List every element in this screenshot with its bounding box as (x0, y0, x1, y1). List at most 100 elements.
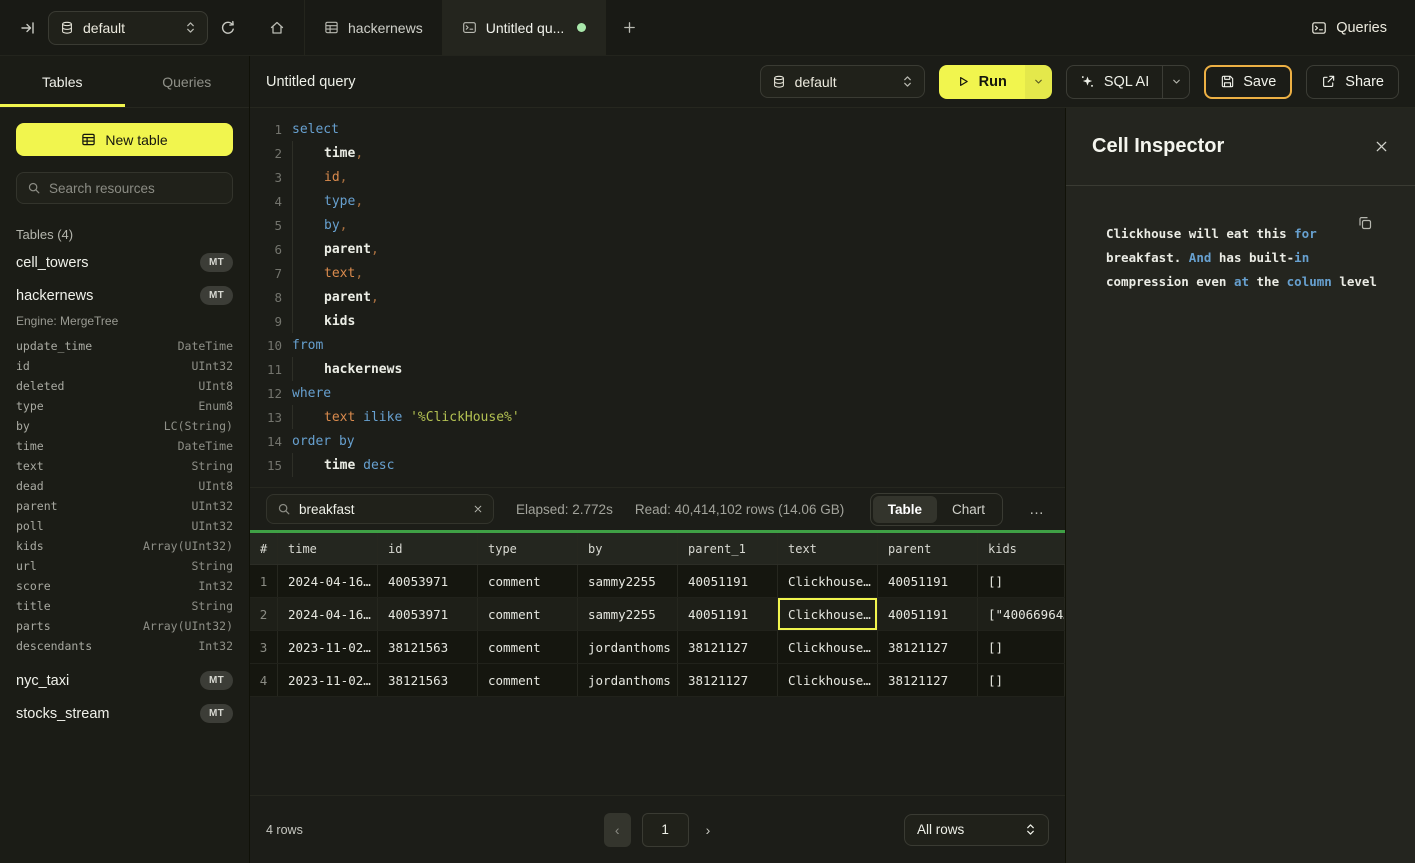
sql-editor[interactable]: 1 select 2 time, 3 id, 4 type, 5 by, 6 parent, 7 text… (250, 108, 1065, 487)
column-row: time DateTime (16, 436, 233, 456)
column-type: String (191, 599, 233, 613)
save-icon (1220, 74, 1235, 89)
column-header-by[interactable]: by (578, 533, 678, 564)
view-tab-table[interactable]: Table (872, 495, 937, 523)
table-cell[interactable]: comment (478, 631, 578, 663)
table-cell[interactable]: 1 (250, 565, 278, 597)
table-cell[interactable]: 2024-04-16… (278, 598, 378, 630)
cell-content-token: at (1233, 274, 1249, 289)
column-header-id[interactable]: id (378, 533, 478, 564)
column-header-text[interactable]: text (778, 533, 878, 564)
column-header-#[interactable]: # (250, 533, 278, 564)
sidebar-tab-tables[interactable]: Tables (42, 73, 83, 90)
code-token: , (370, 289, 379, 305)
table-cell[interactable]: 38121563 (378, 631, 478, 663)
table-cell[interactable]: [] (978, 631, 1065, 663)
sidebar-table-nyc_taxi[interactable]: nyc_taxi MT (0, 664, 249, 697)
code-token: by (324, 217, 340, 233)
table-cell[interactable]: 2024-04-16… (278, 565, 378, 597)
column-row: id UInt32 (16, 356, 233, 376)
page-size-select[interactable]: All rows (904, 813, 1049, 846)
table-cell[interactable]: 40051191 (678, 565, 778, 597)
table-cell[interactable]: 38121127 (878, 664, 978, 696)
table-cell[interactable]: 40053971 (378, 598, 478, 630)
page-number-input[interactable]: 1 (641, 812, 689, 847)
sql-ai-label: SQL AI (1103, 73, 1150, 90)
table-cell[interactable]: comment (478, 664, 578, 696)
results-search-input[interactable] (299, 501, 465, 517)
results-search[interactable] (266, 494, 494, 524)
table-cell[interactable]: 3 (250, 631, 278, 663)
toolbar-database-select[interactable]: default (759, 65, 925, 98)
table-cell[interactable]: 4 (250, 664, 278, 696)
cell-inspector-body: Clickhouse will eat this for breakfast. A… (1066, 186, 1415, 294)
table-name: cell_towers (16, 254, 89, 271)
table-cell[interactable]: 2 (250, 598, 278, 630)
run-options-button[interactable] (1024, 64, 1052, 99)
view-tab-chart[interactable]: Chart (951, 501, 985, 517)
sidebar-table-cell_towers[interactable]: cell_towers MT (0, 246, 249, 279)
sidebar-table-hackernews[interactable]: hackernews MT (0, 279, 249, 312)
run-button[interactable]: Run (938, 64, 1052, 99)
table-cell[interactable]: 40053971 (378, 565, 478, 597)
resource-search[interactable] (16, 172, 233, 204)
copy-icon[interactable] (1357, 215, 1373, 231)
table-cell[interactable]: 38121127 (678, 664, 778, 696)
table-cell[interactable]: Clickhouse… (778, 664, 878, 696)
engine-badge: MT (199, 671, 233, 690)
database-select[interactable]: default (48, 10, 208, 45)
column-header-parent[interactable]: parent (878, 533, 978, 564)
tab-home[interactable] (250, 0, 305, 55)
table-cell[interactable]: 40051191 (878, 565, 978, 597)
next-page-button[interactable]: › (705, 821, 711, 838)
close-icon[interactable] (1374, 139, 1389, 154)
sql-ai-options-button[interactable] (1162, 65, 1189, 98)
collapse-sidebar-icon[interactable] (20, 20, 36, 36)
column-type: UInt8 (198, 479, 233, 493)
table-cell[interactable]: 38121127 (678, 631, 778, 663)
more-options-button[interactable]: … (1029, 500, 1045, 518)
column-header-parent_1[interactable]: parent_1 (678, 533, 778, 564)
column-header-type[interactable]: type (478, 533, 578, 564)
editor-line: 14 order by (250, 429, 1065, 453)
save-button[interactable]: Save (1204, 64, 1293, 99)
refresh-icon[interactable] (220, 20, 236, 36)
prev-page-button[interactable]: ‹ (603, 812, 631, 847)
new-table-button[interactable]: New table (16, 123, 233, 156)
table-cell[interactable]: [] (978, 664, 1065, 696)
table-cell[interactable]: 40051191 (678, 598, 778, 630)
table-cell[interactable]: 38121127 (878, 631, 978, 663)
table-cell[interactable]: Clickhouse… (778, 631, 878, 663)
column-header-kids[interactable]: kids (978, 533, 1065, 564)
table-cell[interactable]: sammy2255 (578, 598, 678, 630)
share-button[interactable]: Share (1306, 64, 1399, 99)
table-row[interactable]: 1 2024-04-16… 40053971 comment sammy2255 4005… (250, 565, 1065, 598)
sidebar-tab-queries[interactable]: Queries (162, 73, 212, 90)
table-cell[interactable]: jordanthoms (578, 631, 678, 663)
table-cell[interactable]: 40051191 (878, 598, 978, 630)
column-type: String (191, 459, 233, 473)
table-cell[interactable]: [] (978, 565, 1065, 597)
queries-button[interactable]: Queries (1283, 0, 1415, 55)
table-cell[interactable]: 38121563 (378, 664, 478, 696)
new-tab-button[interactable] (606, 0, 653, 55)
tab-hackernews[interactable]: hackernews (305, 0, 443, 55)
table-row[interactable]: 4 2023-11-02… 38121563 comment jordanthoms 38… (250, 664, 1065, 697)
table-cell[interactable]: Clickhouse… (778, 565, 878, 597)
table-cell[interactable]: comment (478, 598, 578, 630)
table-cell[interactable]: sammy2255 (578, 565, 678, 597)
sidebar-table-stocks_stream[interactable]: stocks_stream MT (0, 697, 249, 730)
tab-untitled-query[interactable]: Untitled qu... (442, 0, 607, 55)
table-cell[interactable]: ["40066964… (978, 598, 1065, 630)
table-row[interactable]: 2 2024-04-16… 40053971 comment sammy2255 4005… (250, 598, 1065, 631)
resource-search-input[interactable] (49, 180, 222, 196)
table-cell[interactable]: jordanthoms (578, 664, 678, 696)
table-row[interactable]: 3 2023-11-02… 38121563 comment jordanthoms 38… (250, 631, 1065, 664)
table-cell[interactable]: 2023-11-02… (278, 631, 378, 663)
clear-search-icon[interactable] (473, 504, 483, 514)
table-cell[interactable]: Clickhouse… (778, 598, 878, 630)
column-header-time[interactable]: time (278, 533, 378, 564)
sql-ai-button[interactable]: SQL AI (1065, 64, 1191, 99)
table-cell[interactable]: 2023-11-02… (278, 664, 378, 696)
table-cell[interactable]: comment (478, 565, 578, 597)
